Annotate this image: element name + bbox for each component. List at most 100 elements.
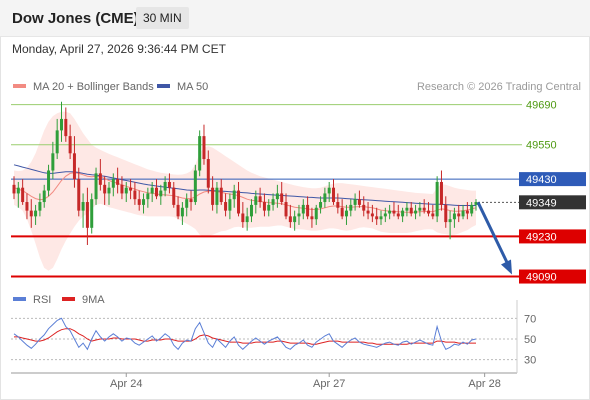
candle-body <box>401 210 405 217</box>
candle-body <box>349 204 353 211</box>
candle-body <box>379 216 383 220</box>
candle-body <box>444 204 448 223</box>
candle-body <box>314 207 318 220</box>
level-label: 49690 <box>526 100 557 112</box>
x-tick-label: Apr 27 <box>313 378 345 390</box>
candle-body <box>124 187 128 194</box>
candle-body <box>293 216 297 223</box>
candle-body <box>90 199 94 228</box>
level-badge <box>519 172 586 187</box>
candle-body <box>137 199 141 205</box>
candle-body <box>288 216 292 223</box>
candle-body <box>388 210 392 214</box>
candle-body <box>297 213 301 217</box>
candle-body <box>237 190 241 214</box>
timeframe-badge[interactable]: 30 MIN <box>136 7 189 29</box>
candle-body <box>344 210 348 217</box>
candle-body <box>94 173 98 200</box>
forecast-arrowhead <box>501 259 512 275</box>
legend-swatch <box>13 297 26 301</box>
candle-body <box>228 199 232 211</box>
candle-body <box>163 181 167 191</box>
candle-body <box>129 187 133 191</box>
candle-body <box>332 187 336 203</box>
candle-body <box>98 173 102 185</box>
candle-body <box>180 207 184 217</box>
candle-body <box>310 216 314 220</box>
candle-body <box>448 219 452 223</box>
candle-body <box>232 190 236 200</box>
candle-body <box>116 179 120 185</box>
candle-body <box>422 207 426 211</box>
candle-body <box>431 213 435 217</box>
rsi-line <box>13 317 477 351</box>
candle-body <box>284 202 288 217</box>
ma20-line <box>13 172 477 213</box>
candle-body <box>254 196 258 205</box>
candle-body <box>172 187 176 205</box>
candle-body <box>219 187 223 203</box>
candle-body <box>301 204 305 214</box>
candle-body <box>64 118 68 137</box>
level-label: 49230 <box>526 231 557 243</box>
candle-body <box>457 213 461 217</box>
candle-body <box>353 199 357 205</box>
candle-body <box>357 199 361 205</box>
forecast-arrow <box>476 201 511 268</box>
level-label: 49349 <box>526 197 557 209</box>
candle-body <box>280 193 284 203</box>
candle-body <box>120 184 124 194</box>
level-label: 49550 <box>526 140 557 152</box>
legend-label: MA 20 + Bollinger Bands <box>33 81 154 93</box>
candle-body <box>150 187 154 194</box>
candle-body <box>383 213 387 217</box>
legend-swatch <box>13 84 26 88</box>
candle-body <box>159 190 163 197</box>
candle-body <box>185 199 189 208</box>
candle-body <box>211 187 215 205</box>
candle-body <box>392 210 396 214</box>
candle-body <box>193 170 197 203</box>
candle-body <box>224 202 228 211</box>
rsi-tick-label: 50 <box>524 334 536 346</box>
candle-body <box>103 184 107 194</box>
ma50-line <box>13 164 476 206</box>
candle-body <box>362 204 366 211</box>
candle-body <box>409 207 413 214</box>
legend-swatch <box>62 297 75 301</box>
candle-body <box>470 204 474 214</box>
candle-body <box>405 207 409 211</box>
instrument-title: Dow Jones (CME) <box>12 10 139 27</box>
level-badge <box>519 269 586 284</box>
rsi-ma-line <box>14 328 476 345</box>
candle-body <box>72 153 76 180</box>
candle-body <box>107 187 111 194</box>
candle-body <box>77 179 81 211</box>
candle-body <box>215 187 219 205</box>
candle-body <box>85 202 89 228</box>
candle-body <box>16 187 20 194</box>
level-badge <box>519 229 586 244</box>
candle-body <box>142 199 146 205</box>
candle-body <box>370 213 374 217</box>
candle-body <box>245 216 249 223</box>
candle-body <box>461 210 465 217</box>
candle-body <box>414 210 418 214</box>
candle-body <box>25 202 29 211</box>
candle-body <box>267 204 271 211</box>
chart-header: Dow Jones (CME) 30 MIN <box>0 0 590 37</box>
candle-body <box>198 136 202 171</box>
candle-body <box>51 153 55 171</box>
candle-body <box>271 199 275 205</box>
candle-body <box>340 207 344 217</box>
legend-label: 9MA <box>82 294 105 306</box>
candle-body <box>176 204 180 217</box>
candle-body <box>81 202 85 211</box>
candle-body <box>47 170 51 191</box>
candle-body <box>366 210 370 214</box>
candle-body <box>12 184 16 194</box>
candle-body <box>111 179 115 188</box>
legend-label: MA 50 <box>177 81 208 93</box>
candle-body <box>59 118 63 131</box>
level-label: 49090 <box>526 272 557 284</box>
